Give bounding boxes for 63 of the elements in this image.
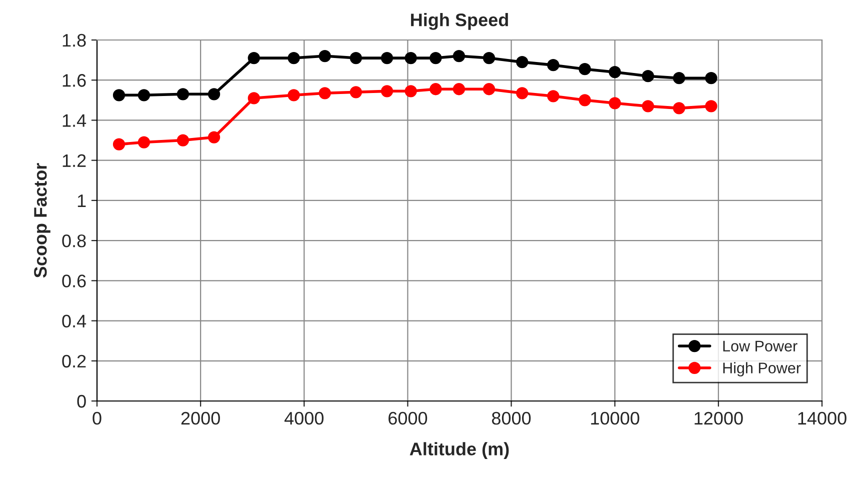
point: [208, 131, 220, 144]
point: [430, 52, 442, 64]
point: [318, 87, 331, 100]
x-tick-label: 8000: [492, 412, 531, 425]
point: [547, 90, 560, 102]
point: [176, 134, 190, 146]
y-tick-label: 0.4: [62, 314, 86, 328]
x-axis-title: Altitude (m): [410, 442, 509, 459]
point: [578, 63, 591, 76]
y-tick-label: 0.8: [62, 234, 86, 248]
point: [578, 94, 591, 106]
y-tick-label: 1.8: [62, 34, 86, 47]
point: [452, 83, 466, 96]
y-axis-title: Scoop Factor: [34, 163, 50, 278]
legend-label: Low Power: [723, 340, 798, 352]
point: [482, 83, 496, 96]
point: [705, 72, 718, 84]
x-tick-label: 14000: [798, 412, 846, 425]
chart-title: High Speed: [411, 13, 508, 30]
point: [350, 86, 362, 98]
point: [380, 85, 394, 98]
y-tick-label: 0.2: [62, 354, 86, 368]
point: [672, 102, 686, 114]
point: [672, 72, 686, 84]
point: [318, 50, 331, 62]
point: [176, 88, 190, 100]
point: [430, 83, 442, 96]
point: [452, 50, 466, 62]
point: [705, 100, 718, 112]
y-tick-label: 1: [78, 194, 86, 207]
legend-label: High Power: [723, 362, 801, 376]
x-tick-label: 10000: [591, 412, 640, 425]
point: [208, 88, 220, 100]
point: [404, 52, 417, 64]
point: [350, 52, 362, 64]
point: [547, 58, 560, 72]
y-tick-label: 0: [77, 394, 86, 408]
x-tick-label: 4000: [284, 412, 324, 425]
x-tick-label: 6000: [388, 412, 428, 425]
point: [608, 66, 621, 78]
point: [642, 100, 654, 112]
point: [608, 97, 621, 110]
point: [380, 52, 394, 64]
point: [138, 136, 150, 148]
point: [516, 87, 528, 100]
x-tick-label: 2000: [181, 412, 220, 425]
point: [248, 52, 260, 64]
x-tick-label: 12000: [694, 412, 743, 425]
point: [288, 89, 300, 102]
point: [138, 89, 150, 102]
y-tick-label: 0.6: [62, 274, 86, 288]
point: [404, 85, 417, 98]
point: [112, 138, 126, 150]
point: [112, 89, 126, 102]
y-tick-label: 1.4: [62, 114, 86, 127]
y-tick-label: 1.2: [62, 154, 86, 167]
point: [248, 92, 260, 104]
point: [482, 52, 496, 64]
x-tick-label: 0: [92, 412, 102, 425]
point: [642, 70, 654, 82]
point: [288, 52, 300, 64]
y-tick-label: 1.6: [62, 74, 86, 87]
point: [516, 56, 528, 68]
